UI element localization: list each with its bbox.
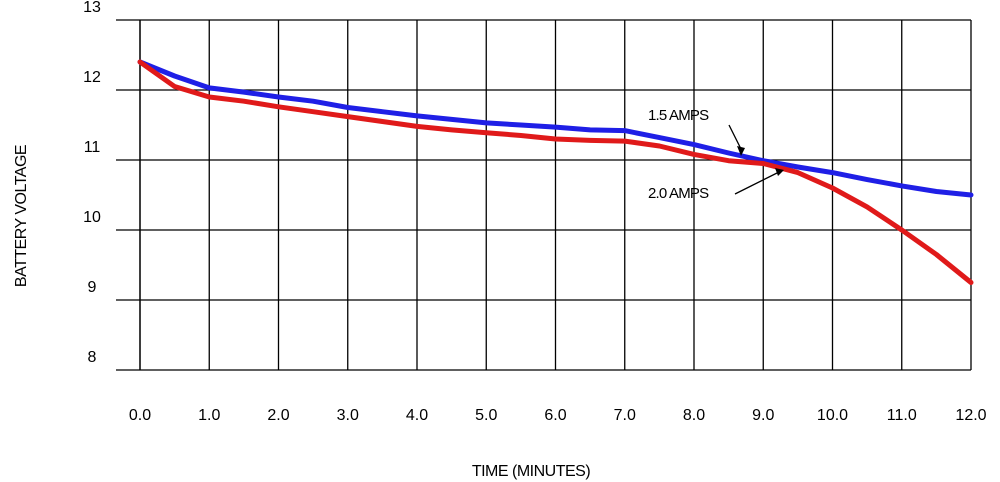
x-tick-label: 7.0 bbox=[614, 407, 636, 424]
data-series bbox=[137, 59, 974, 285]
y-tick-label: 13 bbox=[83, 0, 101, 16]
series-line-2-0-amps bbox=[137, 59, 974, 285]
annotation-2-0-amps: 2.0 AMPS bbox=[648, 168, 784, 202]
x-tick-labels: 0.0 1.0 2.0 3.0 4.0 5.0 6.0 7.0 8.0 9.0 10.0 11.0 12… bbox=[129, 407, 987, 424]
annotation-1-5-amps: 1.5 AMPS bbox=[648, 107, 745, 156]
y-tick-label: 12 bbox=[83, 69, 101, 86]
x-tick-label: 9.0 bbox=[752, 407, 774, 424]
x-tick-label: 5.0 bbox=[475, 407, 497, 424]
annotation-arrowhead-2-0-amps bbox=[775, 168, 784, 176]
y-tick-label: 9 bbox=[88, 279, 97, 296]
x-tick-label: 12.0 bbox=[955, 407, 986, 424]
annotation-arrowhead-1-5-amps bbox=[737, 146, 745, 156]
x-tick-label: 4.0 bbox=[406, 407, 428, 424]
x-tick-label: 11.0 bbox=[887, 407, 917, 424]
x-tick-label: 6.0 bbox=[544, 407, 566, 424]
annotation-leader-2-0-amps bbox=[734, 171, 780, 195]
x-axis-title: TIME (MINUTES) bbox=[472, 463, 590, 480]
x-tick-label: 2.0 bbox=[267, 407, 289, 424]
series-line-1-5-amps bbox=[137, 59, 974, 198]
x-tick-label: 3.0 bbox=[337, 407, 359, 424]
y-axis-title: BATTERY VOLTAGE bbox=[13, 145, 30, 287]
x-tick-label: 8.0 bbox=[683, 407, 705, 424]
x-tick-label: 10.0 bbox=[817, 407, 848, 424]
x-tick-label: 1.0 bbox=[198, 407, 220, 424]
annotation-label-2-0-amps: 2.0 AMPS bbox=[648, 185, 709, 202]
y-tick-labels: 8 9 10 11 12 13 bbox=[83, 0, 101, 366]
x-tick-label: 0.0 bbox=[129, 407, 151, 424]
annotation-leader-1-5-amps bbox=[728, 124, 743, 152]
y-tick-label: 10 bbox=[83, 209, 101, 226]
annotation-label-1-5-amps: 1.5 AMPS bbox=[648, 107, 709, 124]
y-tick-label: 8 bbox=[88, 349, 97, 366]
y-tick-label: 11 bbox=[84, 139, 101, 156]
